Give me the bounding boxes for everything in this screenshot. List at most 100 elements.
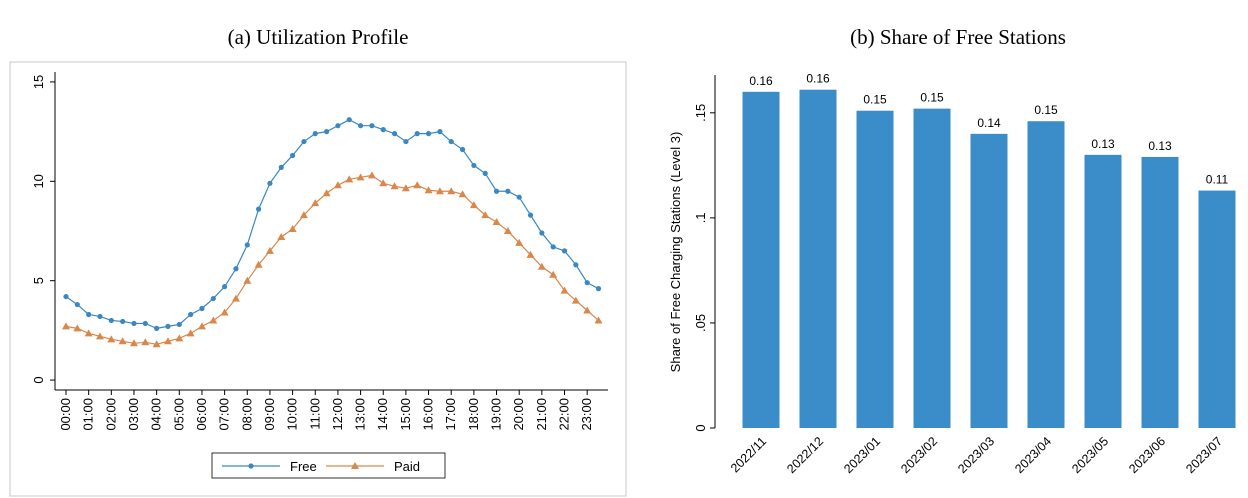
point-marker (84, 329, 93, 337)
value-label: 0.15 (920, 91, 944, 105)
y-tick-label: 0 (31, 376, 46, 383)
point-marker (299, 211, 308, 219)
legend-marker (248, 463, 254, 469)
point-marker (571, 296, 580, 304)
value-label: 0.16 (806, 72, 830, 86)
point-marker (63, 293, 69, 300)
point-marker (390, 182, 399, 190)
point-marker (493, 188, 500, 194)
point-marker (424, 186, 433, 194)
value-label: 0.13 (1148, 139, 1172, 153)
point-marker (188, 311, 194, 318)
x-tick-label: 13:00 (353, 398, 368, 431)
point-marker (220, 308, 229, 316)
point-marker (244, 242, 250, 248)
point-marker (290, 152, 296, 159)
x-tick-label: 2023/05 (1069, 434, 1111, 476)
point-marker (175, 334, 184, 342)
point-marker (583, 306, 592, 314)
point-marker (458, 190, 467, 198)
bar (856, 110, 894, 428)
x-tick-label: 09:00 (262, 398, 277, 431)
point-marker (288, 225, 297, 233)
panel-frame (9, 61, 627, 497)
x-tick-label: 04:00 (149, 398, 164, 431)
point-marker (142, 320, 148, 327)
x-tick-label: 22:00 (557, 398, 572, 431)
point-marker (186, 329, 195, 337)
point-marker (481, 211, 490, 219)
point-marker (357, 123, 364, 129)
x-tick-label: 18:00 (466, 398, 481, 431)
legend-label: Paid (394, 459, 420, 474)
bar (1198, 190, 1236, 428)
y-tick-label: .1 (693, 212, 708, 223)
x-tick-label: 02:00 (103, 398, 118, 431)
point-marker (356, 173, 365, 181)
value-label: 0.13 (1091, 137, 1115, 151)
x-tick-label: 19:00 (489, 398, 504, 431)
point-marker (312, 131, 318, 137)
y-tick-label: 15 (31, 75, 46, 89)
point-marker (256, 206, 262, 212)
point-marker (95, 332, 104, 340)
point-marker (537, 262, 546, 270)
point-marker (515, 238, 524, 246)
x-tick-label: 15:00 (398, 398, 413, 431)
point-marker (165, 323, 171, 329)
value-label: 0.16 (749, 74, 773, 88)
point-marker (448, 138, 454, 145)
point-marker (549, 270, 558, 278)
point-marker (573, 262, 579, 268)
point-marker (323, 129, 330, 135)
legend-marker (351, 462, 359, 469)
point-marker (391, 131, 398, 137)
bar (1084, 154, 1122, 428)
x-tick-label: 07:00 (217, 398, 232, 431)
point-marker (333, 181, 342, 189)
x-tick-label: 11:00 (307, 398, 322, 430)
point-marker (414, 131, 420, 137)
bar (913, 108, 951, 428)
point-marker (131, 320, 137, 327)
point-marker (108, 317, 114, 324)
x-tick-label: 2023/01 (841, 434, 883, 476)
point-marker (469, 201, 478, 209)
x-tick-label: 12:00 (330, 398, 345, 431)
point-marker (301, 138, 307, 145)
point-marker (561, 248, 568, 254)
y-tick-label: 10 (31, 174, 46, 188)
point-marker (401, 184, 410, 192)
x-tick-label: 21:00 (534, 398, 549, 431)
point-marker (209, 316, 218, 324)
x-tick-label: 2023/02 (898, 434, 940, 476)
point-marker (526, 250, 535, 258)
point-marker (403, 138, 409, 145)
x-tick-label: 01:00 (81, 398, 96, 431)
point-marker (199, 305, 205, 312)
bar (742, 91, 780, 429)
value-label: 0.15 (1034, 103, 1058, 117)
chart-title: (a) Utilization Profile (228, 25, 409, 49)
point-marker (265, 246, 274, 254)
x-tick-label: 2022/11 (728, 434, 769, 475)
point-marker (492, 218, 501, 226)
x-tick-label: 17:00 (443, 398, 458, 431)
bar (799, 89, 837, 428)
point-marker (459, 146, 466, 153)
point-marker (107, 335, 116, 343)
point-marker (595, 286, 602, 292)
point-marker (425, 131, 432, 137)
point-marker (527, 212, 534, 218)
y-tick-label: .15 (693, 104, 708, 122)
x-tick-label: 06:00 (194, 398, 209, 431)
value-label: 0.15 (863, 93, 887, 107)
x-tick-label: 2023/07 (1183, 434, 1225, 476)
point-marker (197, 322, 206, 330)
x-tick-label: 10:00 (285, 398, 300, 431)
point-marker (379, 179, 388, 187)
bar (970, 133, 1008, 429)
point-marker (435, 187, 444, 195)
point-marker (141, 338, 150, 346)
point-marker (73, 324, 82, 332)
